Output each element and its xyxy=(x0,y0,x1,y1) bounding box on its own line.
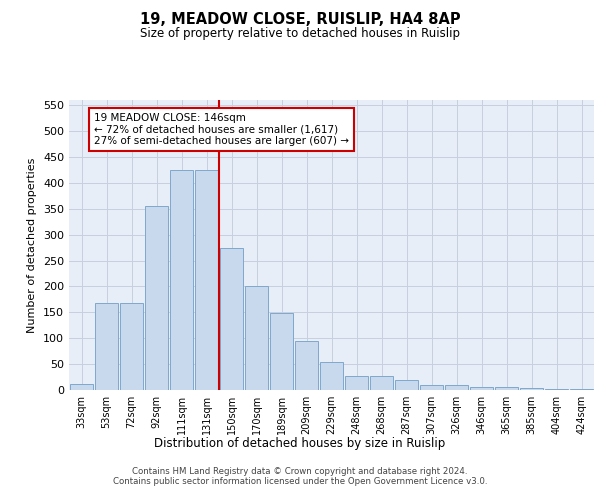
Text: 19, MEADOW CLOSE, RUISLIP, HA4 8AP: 19, MEADOW CLOSE, RUISLIP, HA4 8AP xyxy=(140,12,460,28)
Bar xyxy=(95,303,118,390)
Bar xyxy=(395,380,418,390)
Bar xyxy=(419,385,443,390)
Y-axis label: Number of detached properties: Number of detached properties xyxy=(28,158,37,332)
Bar xyxy=(70,384,94,390)
Bar xyxy=(569,389,593,390)
Bar xyxy=(245,286,268,390)
Bar xyxy=(494,388,518,390)
Bar xyxy=(520,388,544,390)
Bar xyxy=(170,170,193,390)
Bar xyxy=(194,170,218,390)
Text: Contains public sector information licensed under the Open Government Licence v3: Contains public sector information licen… xyxy=(113,477,487,486)
Bar xyxy=(269,314,293,390)
Bar xyxy=(470,388,493,390)
Bar xyxy=(145,206,169,390)
Text: Distribution of detached houses by size in Ruislip: Distribution of detached houses by size … xyxy=(154,438,446,450)
Bar xyxy=(545,389,568,390)
Text: Contains HM Land Registry data © Crown copyright and database right 2024.: Contains HM Land Registry data © Crown c… xyxy=(132,467,468,476)
Bar xyxy=(320,362,343,390)
Text: Size of property relative to detached houses in Ruislip: Size of property relative to detached ho… xyxy=(140,28,460,40)
Bar xyxy=(344,376,368,390)
Bar xyxy=(119,303,143,390)
Text: 19 MEADOW CLOSE: 146sqm
← 72% of detached houses are smaller (1,617)
27% of semi: 19 MEADOW CLOSE: 146sqm ← 72% of detache… xyxy=(94,113,349,146)
Bar xyxy=(220,248,244,390)
Bar xyxy=(445,385,469,390)
Bar xyxy=(370,376,394,390)
Bar xyxy=(295,341,319,390)
